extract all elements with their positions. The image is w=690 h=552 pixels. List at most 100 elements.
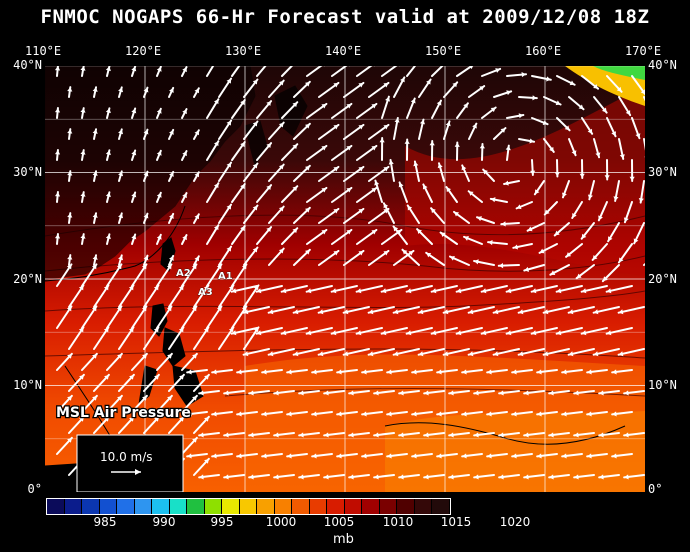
longitude-label: 160°E — [525, 44, 562, 58]
colorbar-swatch — [99, 499, 117, 514]
wind-vector — [56, 263, 73, 287]
wind-vector — [492, 348, 520, 356]
colorbar-swatch — [397, 499, 415, 514]
wind-vector — [480, 285, 508, 293]
wind-vector — [605, 285, 633, 293]
latitude-label: 30°N — [13, 165, 42, 179]
latitude-label: 40°N — [13, 58, 42, 72]
wind-vector — [542, 306, 570, 314]
wind-vector — [355, 285, 383, 293]
colorbar-swatch — [169, 499, 187, 514]
wind-vector — [505, 327, 533, 335]
pressure-colorbar — [46, 498, 451, 515]
wind-vector — [605, 327, 633, 335]
wind-vector — [580, 327, 608, 335]
wind-vector — [517, 348, 545, 356]
wind-vector — [367, 306, 395, 314]
wind-vector — [517, 306, 545, 314]
wind-vector — [555, 327, 583, 335]
colorbar-swatch — [344, 499, 362, 514]
wind-vector — [331, 66, 348, 77]
colorbar-swatch — [82, 499, 100, 514]
wind-vector — [342, 348, 370, 356]
storm-marker-a2: A2 — [176, 268, 191, 279]
wind-vector — [106, 263, 123, 287]
layer-label: MSL Air Pressure — [56, 405, 191, 421]
wind-vector — [243, 284, 260, 308]
colorbar-swatch — [117, 499, 135, 514]
wind-vector — [617, 306, 645, 314]
wind-vector — [317, 348, 345, 356]
wind-vector — [218, 326, 235, 350]
vector-legend: 10.0 m/s — [76, 434, 184, 492]
wind-vector — [206, 66, 215, 77]
wind-vector — [355, 327, 383, 335]
longitude-label: 120°E — [125, 44, 162, 58]
wind-vector — [330, 285, 358, 293]
wind-vector — [455, 285, 483, 293]
wind-vectors — [54, 66, 645, 480]
wind-vector — [230, 285, 258, 293]
wind-vector — [455, 327, 483, 335]
wind-vector — [380, 327, 408, 335]
wind-vector — [643, 138, 645, 151]
wind-vector — [430, 327, 458, 335]
latitude-label: 40°N — [648, 58, 677, 72]
wind-vector — [206, 305, 223, 329]
wind-vector — [267, 348, 295, 356]
wind-vector — [380, 285, 408, 293]
wind-vector — [417, 306, 445, 314]
colorbar-unit: mb — [333, 532, 354, 547]
wind-vector — [242, 306, 270, 314]
latitude-label: 20°N — [648, 272, 677, 286]
wind-vector — [230, 327, 258, 335]
latitude-label: 10°N — [648, 378, 677, 392]
wind-vector — [305, 285, 333, 293]
wind-vector — [242, 348, 270, 356]
wind-vector — [480, 327, 508, 335]
wind-vector — [367, 348, 395, 356]
wind-vector — [156, 305, 173, 329]
colorbar-label: 1000 — [265, 515, 297, 529]
colorbar-label: 985 — [93, 515, 117, 529]
vector-legend-label: 10.0 m/s — [100, 450, 153, 464]
colorbar-swatch — [152, 499, 170, 514]
storm-marker-a1: A1 — [218, 271, 233, 282]
wind-vector — [392, 306, 420, 314]
wind-vector — [542, 348, 570, 356]
storm-marker-a3: A3 — [198, 287, 213, 298]
storm-markers: A1 A2 A3 — [176, 268, 233, 299]
latitude-label: 30°N — [648, 165, 677, 179]
wind-vector — [218, 284, 235, 308]
wind-vector — [467, 306, 495, 314]
longitude-label: 170°E — [625, 44, 662, 58]
wind-vector — [255, 327, 283, 335]
wind-vector — [617, 348, 645, 356]
wind-vector — [342, 306, 370, 314]
wind-vector — [118, 326, 135, 350]
colorbar-swatch — [327, 499, 345, 514]
latitude-label: 0° — [27, 482, 42, 496]
wind-vector — [231, 66, 241, 77]
wind-vector — [592, 348, 620, 356]
wind-vector — [193, 326, 210, 350]
colorbar-swatch — [187, 499, 205, 514]
wind-vector — [118, 284, 135, 308]
wind-vector — [256, 66, 267, 77]
wind-vector — [430, 285, 458, 293]
latitude-label: 20°N — [13, 272, 42, 286]
colorbar-label: 990 — [152, 515, 176, 529]
wind-vector — [168, 326, 185, 350]
colorbar-swatch — [432, 499, 450, 514]
wind-vector — [392, 348, 420, 356]
wind-vector — [131, 305, 148, 329]
wind-vector — [243, 326, 260, 350]
wind-vector — [68, 284, 85, 308]
wind-vector — [592, 306, 620, 314]
wind-vector — [467, 348, 495, 356]
wind-vector — [181, 263, 198, 287]
longitude-label: 140°E — [325, 44, 362, 58]
colorbar-swatch — [362, 499, 380, 514]
colorbar-label: 1010 — [382, 515, 414, 529]
wind-vector — [106, 305, 123, 329]
